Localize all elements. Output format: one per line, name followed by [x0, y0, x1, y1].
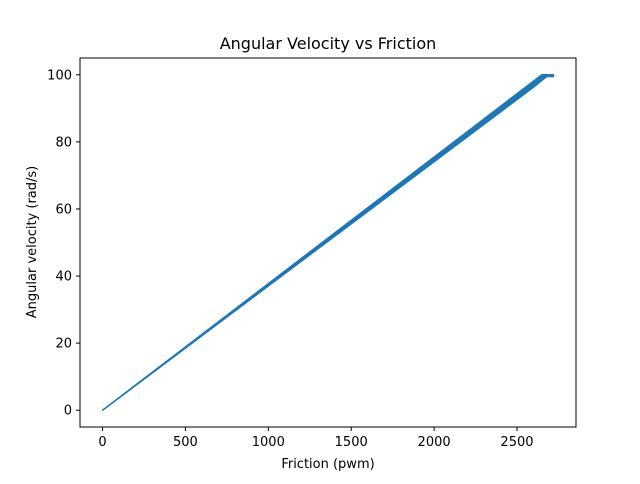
x-axis-ticks: 0 500 1000 1500 2000 2500: [98, 427, 534, 450]
x-axis-label: Friction (pwm): [281, 457, 374, 472]
y-tick-label: 20: [55, 337, 72, 352]
y-tick-label: 100: [47, 68, 72, 83]
y-axis-ticks: 0 20 40 60 80 100: [47, 68, 80, 419]
y-tick-label: 40: [55, 270, 72, 285]
y-tick-label: 60: [55, 202, 72, 217]
x-tick-label: 1500: [335, 435, 368, 450]
chart-title: Angular Velocity vs Friction: [220, 34, 437, 53]
y-tick-label: 80: [55, 135, 72, 150]
plot-area: [101, 74, 555, 411]
axes-frame: [79, 57, 577, 428]
x-tick-label: 500: [173, 435, 198, 450]
x-tick-label: 1000: [252, 435, 285, 450]
y-axis-label: Angular velocity (rad/s): [25, 166, 40, 318]
x-tick-label: 2000: [418, 435, 451, 450]
y-tick-label: 0: [64, 404, 72, 419]
x-tick-label: 0: [98, 435, 106, 450]
x-tick-label: 2500: [500, 435, 533, 450]
series-line-0: [101, 74, 555, 411]
